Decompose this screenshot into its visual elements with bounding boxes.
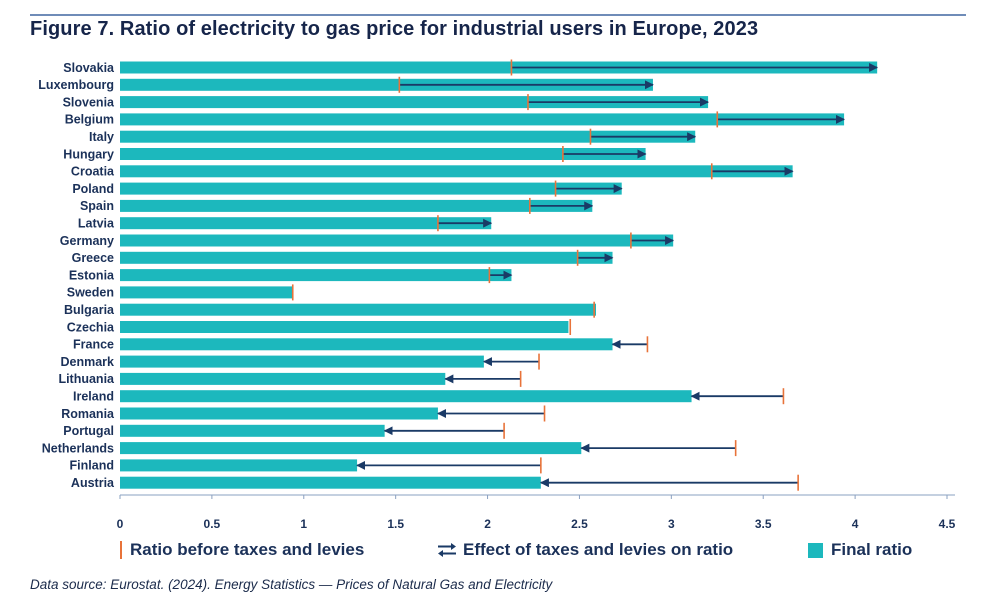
bar-final-czechia <box>120 321 569 333</box>
bar-final-croatia <box>120 165 793 178</box>
country-label-france: France <box>73 338 114 352</box>
country-label-poland: Poland <box>72 182 114 196</box>
country-label-estonia: Estonia <box>69 268 115 282</box>
bar-final-denmark <box>120 355 484 368</box>
bar-final-lithuania <box>120 372 446 385</box>
country-label-netherlands: Netherlands <box>42 441 114 455</box>
teal-swatch-icon <box>808 542 823 558</box>
x-tick-label: 2 <box>484 517 491 531</box>
country-label-ireland: Ireland <box>73 390 114 404</box>
bar-final-belgium <box>120 113 845 126</box>
x-tick-label: 0.5 <box>204 517 221 531</box>
bar-final-poland <box>120 182 622 195</box>
bar-final-portugal <box>120 424 385 437</box>
x-tick-label: 0 <box>117 517 124 531</box>
bar-final-luxembourg <box>120 78 653 91</box>
legend-final-label: Final ratio <box>831 540 913 559</box>
legend: Ratio before taxes and levies Effect of … <box>0 540 1000 566</box>
country-label-sweden: Sweden <box>67 286 114 300</box>
bar-final-italy <box>120 130 696 143</box>
bar-final-greece <box>120 251 613 264</box>
country-label-czechia: Czechia <box>67 320 115 334</box>
bar-final-germany <box>120 234 674 247</box>
country-label-greece: Greece <box>72 251 114 265</box>
bar-final-estonia <box>120 269 512 282</box>
bar-final-sweden <box>120 286 293 299</box>
country-label-germany: Germany <box>60 234 114 248</box>
legend-before-label: Ratio before taxes and levies <box>130 540 365 559</box>
country-label-romania: Romania <box>61 407 115 421</box>
country-label-luxembourg: Luxembourg <box>38 78 114 92</box>
x-tick-label: 4.5 <box>939 517 956 531</box>
country-label-slovenia: Slovenia <box>63 95 115 109</box>
country-label-belgium: Belgium <box>65 113 114 127</box>
country-label-denmark: Denmark <box>61 355 115 369</box>
country-label-croatia: Croatia <box>71 165 115 179</box>
country-label-finland: Finland <box>70 459 114 473</box>
legend-item-final: Final ratio <box>808 540 912 560</box>
x-tick-label: 2.5 <box>571 517 588 531</box>
chart-title: Figure 7. Ratio of electricity to gas pr… <box>30 18 759 40</box>
country-label-portugal: Portugal <box>63 424 114 438</box>
x-tick-label: 3 <box>668 517 675 531</box>
country-label-lithuania: Lithuania <box>58 372 115 386</box>
country-label-slovakia: Slovakia <box>63 61 115 75</box>
bar-final-bulgaria <box>120 303 596 316</box>
country-label-austria: Austria <box>71 476 115 490</box>
legend-item-before: Ratio before taxes and levies <box>120 540 364 560</box>
bar-final-latvia <box>120 217 492 230</box>
bar-final-hungary <box>120 148 646 160</box>
x-tick-label: 4 <box>852 517 859 531</box>
legend-item-effect: Effect of taxes and levies on ratio <box>437 540 733 560</box>
country-label-hungary: Hungary <box>63 147 114 161</box>
chart-plot: Slovakia Luxembourg Slovenia Belgium Italy Hu… <box>38 59 956 531</box>
bar-final-france <box>120 338 613 351</box>
bar-final-austria <box>120 476 541 489</box>
top-rule <box>30 14 966 16</box>
country-label-bulgaria: Bulgaria <box>64 303 115 317</box>
bar-final-ireland <box>120 390 692 403</box>
country-label-spain: Spain <box>80 199 114 213</box>
bar-final-finland <box>120 459 358 472</box>
bar-final-romania <box>120 407 438 420</box>
bar-final-slovenia <box>120 96 709 109</box>
x-tick-label: 3.5 <box>755 517 772 531</box>
x-tick-label: 1 <box>300 517 307 531</box>
exchange-arrows-icon <box>438 543 456 557</box>
bar-final-slovakia <box>120 61 878 74</box>
orange-tick-icon <box>120 541 122 559</box>
bar-final-spain <box>120 199 593 212</box>
bar-final-netherlands <box>120 442 582 455</box>
x-tick-label: 1.5 <box>387 517 404 531</box>
legend-effect-label: Effect of taxes and levies on ratio <box>463 540 734 559</box>
data-source-note: Data source: Eurostat. (2024). Energy St… <box>30 577 553 592</box>
country-label-latvia: Latvia <box>78 217 115 231</box>
country-label-italy: Italy <box>89 130 114 144</box>
